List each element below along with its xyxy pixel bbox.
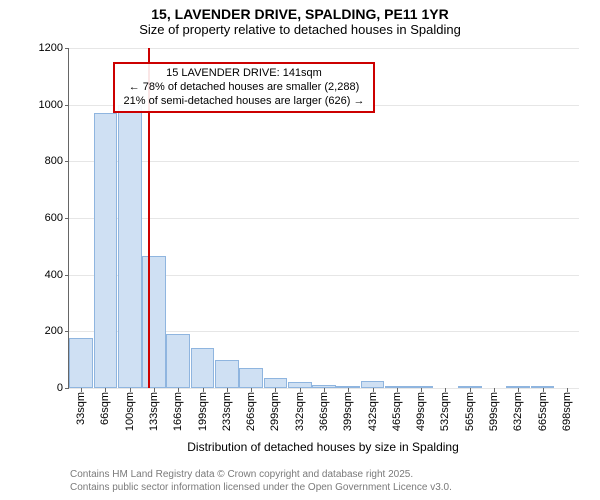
y-tick-label: 600 [45, 212, 69, 224]
x-tick-label: 100sqm [124, 388, 136, 431]
chart-footer: Contains HM Land Registry data © Crown c… [70, 468, 452, 494]
annotation-line: 21% of semi-detached houses are larger (… [121, 95, 367, 109]
histogram-bar [264, 378, 288, 388]
x-tick-label: 632sqm [512, 388, 524, 431]
y-tick-label: 800 [45, 155, 69, 167]
histogram-bar [239, 368, 263, 388]
histogram-bar [94, 113, 118, 388]
x-tick-label: 266sqm [245, 388, 257, 431]
histogram-bar [142, 256, 166, 388]
annotation-box: 15 LAVENDER DRIVE: 141sqm← 78% of detach… [113, 62, 375, 113]
x-tick-label: 66sqm [99, 388, 111, 425]
histogram-bar [215, 360, 239, 388]
footer-line-1: Contains HM Land Registry data © Crown c… [70, 468, 452, 481]
histogram-bar [191, 348, 215, 388]
grid-line [69, 218, 579, 219]
x-tick-label: 665sqm [537, 388, 549, 431]
x-tick-label: 199sqm [197, 388, 209, 431]
x-tick-label: 599sqm [488, 388, 500, 431]
x-tick-label: 299sqm [269, 388, 281, 431]
x-tick-label: 499sqm [415, 388, 427, 431]
x-tick-label: 432sqm [367, 388, 379, 431]
histogram-bar [166, 334, 190, 388]
x-tick-label: 233sqm [221, 388, 233, 431]
y-tick-label: 1000 [39, 99, 69, 111]
histogram-bar [361, 381, 385, 388]
property-size-chart: 15, LAVENDER DRIVE, SPALDING, PE11 1YR S… [0, 0, 600, 500]
y-tick-label: 200 [45, 325, 69, 337]
y-tick-label: 1200 [39, 42, 69, 54]
x-tick-label: 565sqm [464, 388, 476, 431]
x-tick-label: 133sqm [148, 388, 160, 431]
histogram-bar [69, 338, 93, 388]
x-tick-label: 399sqm [342, 388, 354, 431]
x-axis-label: Distribution of detached houses by size … [68, 440, 578, 454]
x-tick-label: 532sqm [439, 388, 451, 431]
grid-line [69, 48, 579, 49]
x-tick-label: 332sqm [294, 388, 306, 431]
footer-line-2: Contains public sector information licen… [70, 481, 452, 494]
y-tick-label: 400 [45, 269, 69, 281]
plot-area: 02004006008001000120033sqm66sqm100sqm133… [68, 48, 579, 389]
x-tick-label: 465sqm [391, 388, 403, 431]
x-tick-label: 366sqm [318, 388, 330, 431]
annotation-line: ← 78% of detached houses are smaller (2,… [121, 81, 367, 95]
histogram-bar [118, 105, 142, 388]
x-tick-label: 698sqm [561, 388, 573, 431]
x-tick-label: 33sqm [75, 388, 87, 425]
chart-title: 15, LAVENDER DRIVE, SPALDING, PE11 1YR [0, 0, 600, 22]
x-tick-label: 166sqm [172, 388, 184, 431]
annotation-line: 15 LAVENDER DRIVE: 141sqm [121, 67, 367, 81]
y-tick-label: 0 [57, 382, 69, 394]
chart-subtitle: Size of property relative to detached ho… [0, 22, 600, 41]
grid-line [69, 161, 579, 162]
